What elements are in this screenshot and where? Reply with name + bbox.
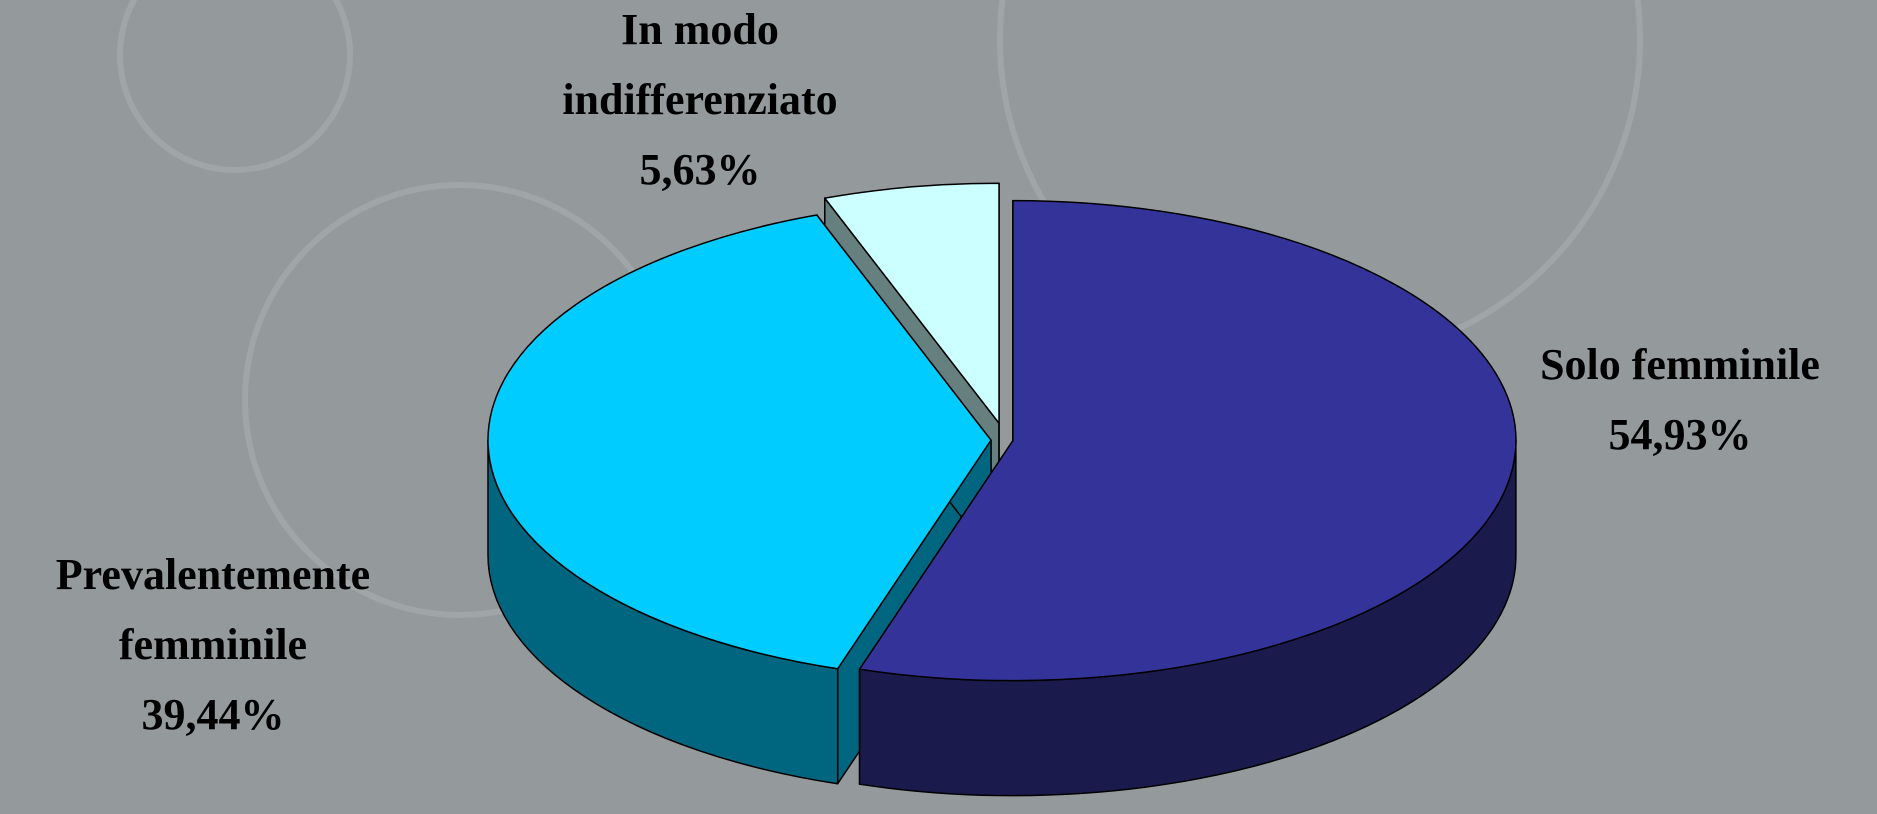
category-label: In modo indifferenziato [520, 0, 880, 135]
value-label: 5,63% [520, 135, 880, 205]
slice-label: Solo femminile 54,93% [1480, 330, 1877, 470]
category-label: Prevalentemente femminile [8, 540, 418, 680]
category-label: Solo femminile [1480, 330, 1877, 400]
value-label: 39,44% [8, 680, 418, 750]
value-label: 54,93% [1480, 400, 1877, 470]
slice-label: Prevalentemente femminile 39,44% [8, 540, 418, 750]
slice-label: In modo indifferenziato 5,63% [520, 0, 880, 205]
chart: Solo femminile 54,93% Prevalentemente fe… [0, 0, 1877, 814]
